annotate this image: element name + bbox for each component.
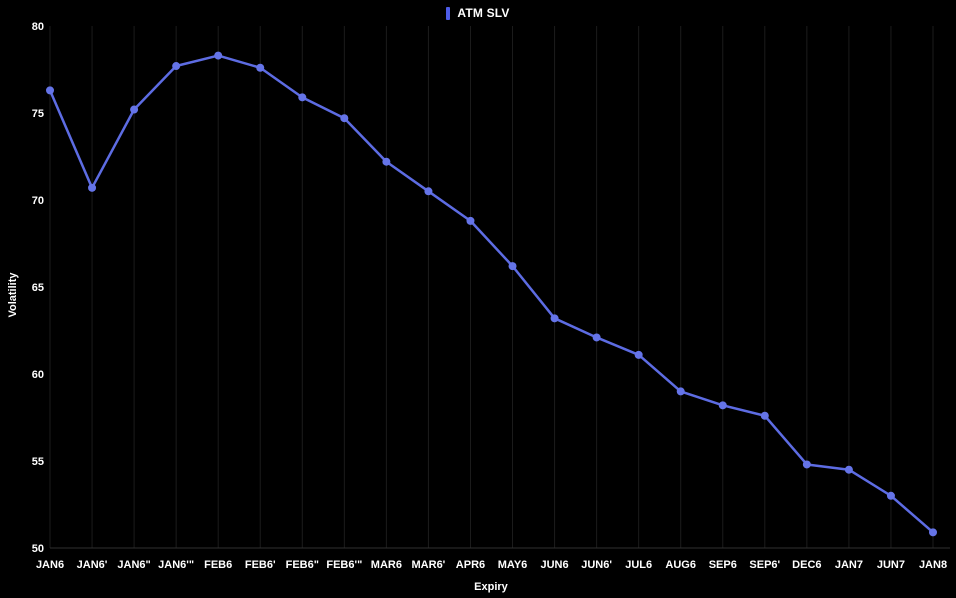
data-point-marker[interactable] [256,63,265,72]
data-point-marker[interactable] [886,491,895,500]
y-tick-label: 80 [32,21,44,33]
legend-marker-icon [446,6,451,20]
data-point-marker[interactable] [298,93,307,102]
x-axis-title: Expiry [474,581,509,593]
x-tick-label: FEB6" [286,559,319,571]
x-tick-label: JUL6 [625,559,652,571]
x-tick-label: DEC6 [792,559,821,571]
y-tick-label: 55 [32,456,44,468]
y-tick-label: 70 [32,195,44,207]
data-point-marker[interactable] [550,314,559,323]
x-tick-label: APR6 [456,559,485,571]
y-tick-label: 65 [32,282,44,294]
data-point-marker[interactable] [592,333,601,342]
x-tick-label: MAR6' [412,559,446,571]
data-point-marker[interactable] [844,465,853,474]
x-tick-label: FEB6' [245,559,276,571]
data-point-marker[interactable] [760,411,769,420]
data-point-marker[interactable] [718,401,727,410]
legend-label: ATM SLV [457,6,510,20]
data-point-marker[interactable] [382,157,391,166]
data-point-marker[interactable] [634,350,643,359]
data-point-marker[interactable] [466,216,475,225]
data-point-marker[interactable] [172,62,181,71]
y-tick-label: 75 [32,108,44,120]
y-tick-label: 60 [32,369,44,381]
data-point-marker[interactable] [424,187,433,196]
chart-legend[interactable]: ATM SLV [0,6,956,20]
x-tick-label: JAN6'" [158,559,194,571]
x-tick-label: JAN6" [117,559,150,571]
x-tick-label: SEP6 [709,559,737,571]
x-tick-label: AUG6 [665,559,696,571]
data-point-marker[interactable] [929,528,937,537]
data-point-marker[interactable] [46,86,54,95]
gridlines-group [49,26,934,548]
data-point-marker[interactable] [340,114,349,123]
y-tick-label: 50 [32,543,44,555]
data-point-marker[interactable] [676,387,685,396]
data-point-marker[interactable] [802,460,811,469]
x-tick-labels-group: JAN6 JAN6' JAN6" JAN6'" FEB6 FEB6' FEB6" FEB6'"… [36,559,947,571]
data-point-marker[interactable] [130,105,139,114]
x-tick-label: FEB6 [204,559,232,571]
x-tick-label: JAN8 [919,559,947,571]
x-tick-label: SEP6' [749,559,780,571]
x-tick-label: JAN7 [835,559,863,571]
y-tick-labels-group: 50 55 60 65 70 75 80 [32,21,44,555]
x-tick-label: MAY6 [498,559,528,571]
y-axis-title: Volatility [7,272,19,318]
x-tick-label: JAN6 [36,559,64,571]
x-tick-label: JAN6' [77,559,108,571]
series-markers-group[interactable] [46,51,937,537]
data-point-marker[interactable] [214,51,223,60]
series-line[interactable] [48,54,935,534]
x-tick-label: JUN6 [541,559,569,571]
data-point-marker[interactable] [508,262,517,271]
data-point-marker[interactable] [88,183,97,192]
x-tick-label: JUN7 [877,559,905,571]
x-tick-label: JUN6' [581,559,612,571]
x-tick-label: MAR6 [371,559,402,571]
x-tick-label: FEB6'" [326,559,362,571]
